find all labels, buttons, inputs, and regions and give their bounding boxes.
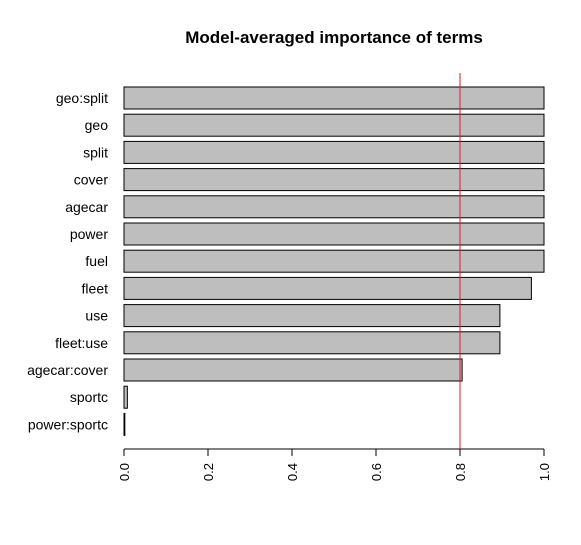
x-tick-label: 0.0 [117,463,132,481]
category-label: split [83,144,108,160]
x-tick-label: 0.2 [201,463,216,481]
bar-agecar-cover [123,358,463,382]
bar-power [123,222,545,246]
bar-split [123,140,545,164]
category-label: geo [85,117,109,133]
category-label: power [70,226,108,242]
x-tick-label: 0.6 [369,463,384,481]
bars-layer [123,86,545,436]
bar-cover [123,168,545,192]
category-label: use [85,308,108,324]
bar-power-sportc [123,412,126,436]
category-label: fuel [85,253,108,269]
bar-sportc [123,385,128,409]
bar-fleet-use [123,331,501,355]
category-label: cover [74,172,109,188]
category-label: sportc [70,389,108,405]
category-label: fleet [82,280,109,296]
bar-fleet [123,276,532,300]
category-label: agecar:cover [27,362,108,378]
bar-fuel [123,249,545,273]
x-tick-label: 0.4 [285,463,300,481]
category-label: geo:split [56,90,108,106]
category-label: fleet:use [55,335,108,351]
category-label: power:sportc [28,416,108,432]
x-tick-label: 1.0 [537,463,552,481]
bar-geo-split [123,86,545,110]
bar-use [123,304,501,328]
x-tick-label: 0.8 [453,463,468,481]
x-axis: 0.0 0.2 0.4 0.6 0.8 1.0 [117,448,552,481]
bar-agecar [123,195,545,219]
bar-geo [123,113,545,137]
category-label: agecar [65,199,108,215]
category-labels: geo:split geo split cover agecar power fuel fle… [27,90,108,432]
chart-title: Model-averaged importance of terms [185,28,483,47]
